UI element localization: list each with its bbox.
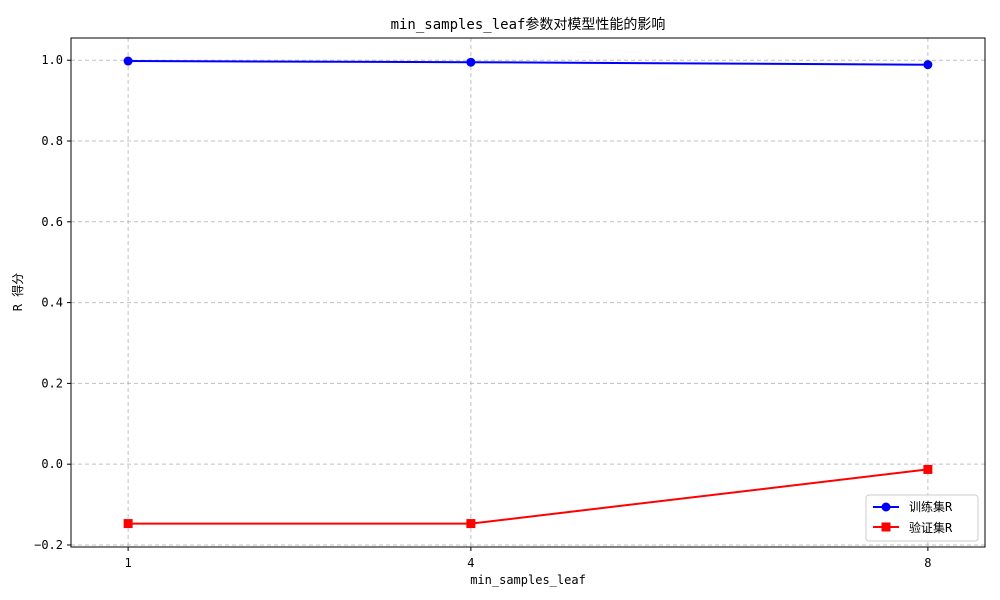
x-tick-label: 1 (125, 556, 132, 570)
series-2-point (123, 519, 133, 529)
series-layer (123, 56, 933, 529)
axes: −0.2 0.0 0.2 0.4 0.6 0.8 1.0 1 4 8 (34, 53, 931, 570)
legend: 训练集R 验证集R (865, 494, 979, 542)
y-tick-label: 0.2 (41, 376, 63, 390)
series-2-point (466, 519, 476, 529)
legend-marker-series-2 (881, 522, 891, 532)
x-tick-label: 4 (467, 556, 474, 570)
chart-title: min_samples_leaf参数对模型性能的影响 (391, 16, 666, 33)
grid (71, 38, 985, 547)
y-tick-label: 1.0 (41, 53, 63, 67)
x-axis-label: min_samples_leaf (470, 573, 586, 587)
series-1-point (123, 56, 133, 66)
y-tick-label: 0.8 (41, 134, 63, 148)
legend-label-series-1: 训练集R (909, 499, 953, 514)
y-tick-label: 0.0 (41, 457, 63, 471)
y-tick-label: −0.2 (34, 538, 63, 552)
y-axis-label: R 得分 (10, 273, 25, 311)
plot-frame (70, 37, 986, 548)
series-2-point (923, 464, 933, 474)
x-tick-label: 8 (924, 556, 931, 570)
legend-marker-series-1 (881, 502, 891, 512)
legend-label-series-2: 验证集R (909, 520, 953, 535)
series-1-point (923, 60, 933, 70)
y-tick-label: 0.4 (41, 296, 63, 310)
series-1-point (466, 57, 476, 67)
y-tick-label: 0.6 (41, 215, 63, 229)
